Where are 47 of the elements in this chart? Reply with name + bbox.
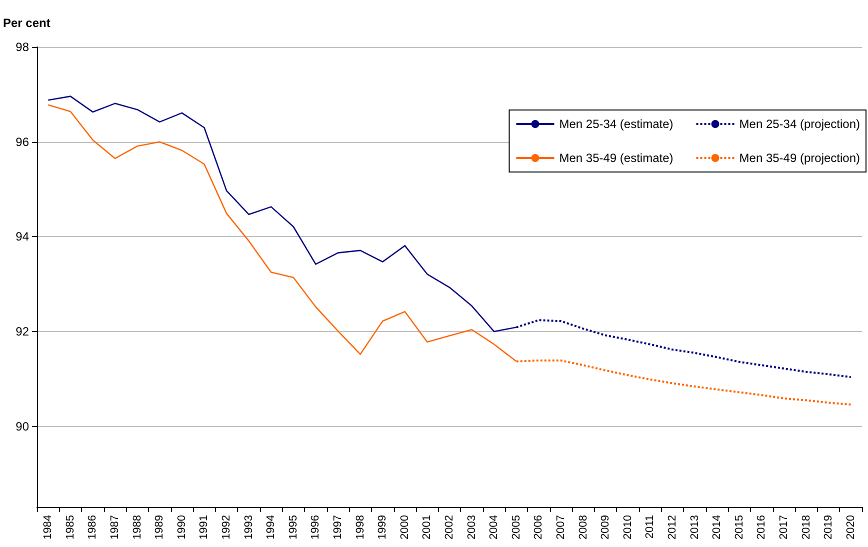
x-tick-label: 1985 bbox=[64, 515, 76, 540]
x-tick-label: 2006 bbox=[532, 515, 545, 540]
y-tick-label: 96 bbox=[16, 134, 30, 149]
x-tick-label: 2002 bbox=[444, 515, 456, 540]
legend-label: Men 35-49 (estimate) bbox=[559, 151, 674, 165]
x-tick-label: 1999 bbox=[376, 515, 389, 540]
legend-label: Men 25-34 (estimate) bbox=[559, 117, 674, 131]
x-tick-label: 1998 bbox=[354, 515, 366, 540]
x-tick-label: 2016 bbox=[756, 515, 768, 540]
x-tick-label: 2003 bbox=[466, 515, 478, 540]
x-tick-label: 1997 bbox=[332, 515, 344, 540]
legend-label: Men 35-49 (projection) bbox=[739, 151, 860, 165]
x-tick-label: 1989 bbox=[154, 515, 166, 540]
x-tick-label: 2013 bbox=[688, 515, 701, 540]
x-tick-label: 1988 bbox=[131, 515, 144, 540]
x-tick-label: 1990 bbox=[176, 515, 188, 540]
x-tick-label: 2010 bbox=[622, 515, 634, 540]
x-tick-label: 2007 bbox=[554, 515, 567, 540]
x-tick-label: 1995 bbox=[287, 515, 300, 540]
legend-label: Men 25-34 (projection) bbox=[739, 117, 860, 131]
y-tick-label: 98 bbox=[16, 40, 30, 54]
x-tick-label: 2018 bbox=[800, 515, 812, 540]
x-tick-label: 1993 bbox=[242, 515, 255, 540]
y-tick-label: 92 bbox=[16, 324, 30, 339]
x-tick-label: 2015 bbox=[733, 515, 746, 540]
x-tick-label: 2009 bbox=[600, 515, 612, 540]
x-tick-label: 1994 bbox=[265, 515, 278, 540]
x-tick-label: 2020 bbox=[844, 515, 857, 540]
x-tick-label: 2001 bbox=[421, 515, 434, 540]
y-tick-label: 94 bbox=[16, 230, 30, 244]
x-tick-label: 1986 bbox=[86, 515, 99, 540]
x-tick-label: 1991 bbox=[198, 515, 210, 540]
x-tick-label: 2011 bbox=[644, 515, 656, 539]
x-tick-label: 1987 bbox=[109, 515, 122, 540]
x-tick-label: 1996 bbox=[310, 515, 322, 540]
x-tick-label: 1984 bbox=[42, 515, 54, 540]
x-tick-label: 2005 bbox=[510, 515, 522, 540]
x-tick-label: 2014 bbox=[711, 515, 724, 540]
y-tick-label: 90 bbox=[16, 419, 30, 434]
x-tick-label: 2017 bbox=[778, 515, 790, 540]
x-tick-label: 2019 bbox=[822, 515, 835, 540]
x-tick-label: 2012 bbox=[666, 515, 678, 540]
x-tick-label: 1992 bbox=[220, 515, 233, 540]
x-tick-label: 2008 bbox=[577, 515, 590, 540]
x-tick-label: 2004 bbox=[488, 515, 500, 540]
x-tick-label: 2000 bbox=[398, 515, 411, 540]
y-axis-title: Per cent bbox=[3, 16, 50, 30]
